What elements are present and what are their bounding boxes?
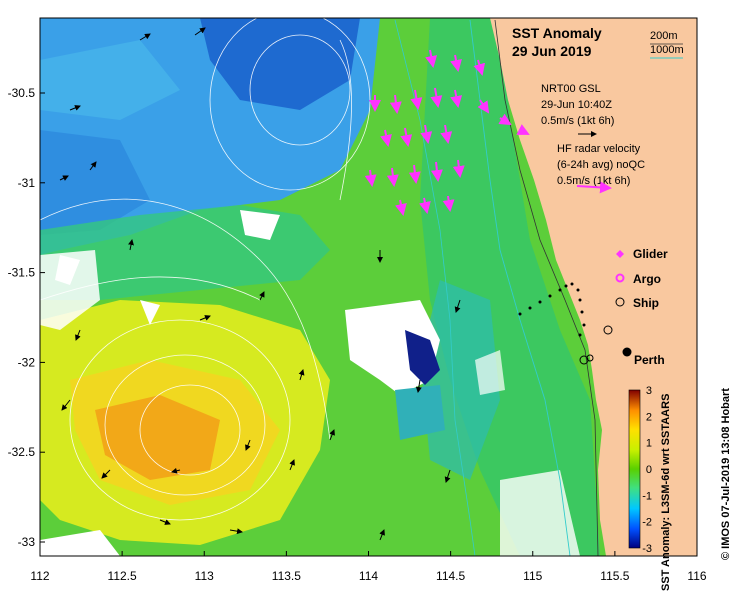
- x-tick-label: 114: [359, 569, 378, 583]
- map-date: 29 Jun 2019: [512, 43, 592, 59]
- colorbar-tick-label: -1: [642, 490, 652, 502]
- radar-legend-line3: 0.5m/s (1kt 6h): [557, 175, 630, 187]
- radar-velocity-arrows: [364, 49, 530, 216]
- legend-glider: Glider: [633, 247, 668, 261]
- x-tick-label: 116: [687, 569, 706, 583]
- x-tick-label: 113.5: [272, 569, 301, 583]
- x-tick-label: 113: [195, 569, 214, 583]
- model-legend-line2: 29-Jun 10:40Z: [541, 99, 612, 111]
- colorbar-tick-label: -2: [642, 517, 652, 529]
- model-velocity-arrows: [59, 27, 461, 541]
- y-tick-label: -32: [18, 355, 36, 369]
- y-axis: -30.5 -31 -31.5 -32 -32.5 -33: [8, 86, 45, 549]
- colorbar-tick-label: 1: [646, 438, 652, 450]
- ship-markers: [579, 325, 613, 365]
- credit-text: © IMOS 07-Jul-2019 13:08 Hobart: [720, 388, 732, 560]
- place-label-perth: Perth: [634, 353, 665, 367]
- x-axis: 112 112.5 113 113.5 114 114.5 115 115.5 116: [30, 551, 707, 583]
- perth-marker: [622, 347, 632, 357]
- colorbar-tick-label: 2: [646, 411, 652, 423]
- glider-track: [518, 282, 586, 337]
- y-tick-label: -31.5: [8, 266, 36, 280]
- colorbar-tick-label: 0: [646, 464, 652, 476]
- x-tick-label: 112: [30, 569, 49, 583]
- colorbar-tick-label: 3: [646, 385, 652, 397]
- sst-cold-patch: [405, 330, 440, 385]
- contour-200m: [494, 19, 599, 556]
- x-tick-label: 114.5: [436, 569, 465, 583]
- y-tick-label: -30.5: [8, 86, 36, 100]
- colorbar-ticks: 3 2 1 0 -1 -2 -3: [642, 385, 652, 555]
- magenta-diamond-icon: [616, 250, 624, 258]
- map-plot-area: [40, 18, 697, 556]
- colorbar: [628, 389, 641, 549]
- radar-legend-line2: (6-24h avg) noQC: [557, 159, 645, 171]
- y-tick-label: -31: [18, 176, 36, 190]
- model-legend-line3: 0.5m/s (1kt 6h): [541, 115, 614, 127]
- legend-ship: Ship: [633, 296, 659, 310]
- sst-cold-core: [200, 18, 360, 110]
- x-tick-label: 115: [523, 569, 542, 583]
- radar-legend-line1: HF radar velocity: [557, 143, 641, 155]
- x-tick-label: 115.5: [600, 569, 629, 583]
- depth-label-1000m: 1000m: [650, 44, 684, 56]
- x-tick-label: 112.5: [108, 569, 137, 583]
- map-title: SST Anomaly: [512, 25, 602, 41]
- legend-argo: Argo: [633, 272, 661, 286]
- model-legend-line1: NRT00 GSL: [541, 83, 601, 95]
- colorbar-tick-label: -3: [642, 543, 652, 555]
- y-tick-label: -32.5: [8, 445, 36, 459]
- ssh-contours: [40, 18, 371, 521]
- black-ring-icon: [615, 297, 625, 307]
- depth-label-200m: 200m: [650, 30, 678, 42]
- y-tick-label: -33: [18, 535, 36, 549]
- radar-scale-arrow: [576, 181, 612, 194]
- land-mass: [490, 18, 697, 556]
- magenta-ring-icon: [615, 273, 625, 283]
- colorbar-label: SST Anomaly: L3SM-6d wrt SSTAARS: [660, 394, 672, 591]
